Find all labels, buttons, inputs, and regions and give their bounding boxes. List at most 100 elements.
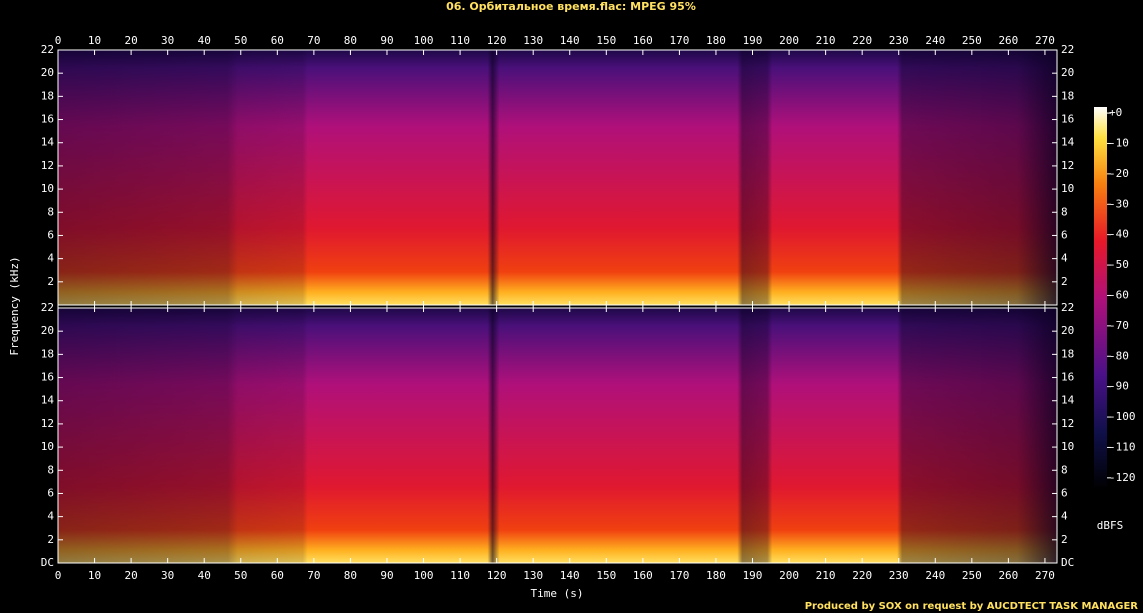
y-tick-label: DC: [41, 556, 54, 569]
y-tick-label: 8: [1061, 463, 1068, 476]
x-tick-label: 160: [633, 34, 653, 47]
y-tick-label: DC: [1061, 556, 1074, 569]
y-tick-label: 22: [1061, 43, 1074, 56]
y-tick-label: 14: [1061, 136, 1075, 149]
x-tick-label: 100: [414, 34, 434, 47]
footer: Produced by SOX on request by AUCDTECT T…: [805, 601, 1139, 612]
x-tick-label: 170: [669, 34, 689, 47]
y-tick-label: 18: [1061, 89, 1074, 102]
colorbar-tick-label: -120: [1109, 471, 1136, 484]
x-tick-label: 160: [633, 569, 653, 582]
x-tick-label: 130: [523, 569, 543, 582]
y-tick-label: 20: [1061, 66, 1074, 79]
x-tick-label: 230: [889, 569, 909, 582]
x-tick-label: 100: [414, 569, 434, 582]
x-tick-label: 250: [962, 34, 982, 47]
y-tick-label: 12: [41, 159, 54, 172]
x-tick-label: 270: [1035, 569, 1055, 582]
colorbar-label: dBFS: [1097, 519, 1124, 532]
y-tick-label: 12: [41, 417, 54, 430]
y-tick-label: 2: [47, 275, 54, 288]
colorbar-tick-label: -70: [1109, 319, 1129, 332]
y-tick-label: 22: [41, 43, 54, 56]
colorbar-tick-label: -50: [1109, 258, 1129, 271]
x-tick-label: 120: [487, 34, 507, 47]
x-tick-label: 220: [852, 34, 872, 47]
y-tick-label: 18: [41, 89, 54, 102]
y-tick-label: 16: [41, 113, 54, 126]
x-tick-label: 20: [124, 569, 137, 582]
y-tick-label: 20: [1061, 324, 1074, 337]
x-axis-label: Time (s): [531, 587, 584, 600]
x-tick-label: 50: [234, 34, 247, 47]
y-tick-label: 20: [41, 324, 54, 337]
colorbar-tick-label: -10: [1109, 136, 1129, 149]
x-tick-label: 140: [560, 34, 580, 47]
x-tick-label: 180: [706, 34, 726, 47]
y-tick-label: 6: [47, 486, 54, 499]
y-tick-label: 8: [1061, 205, 1068, 218]
y-axis-label: Frequency (kHz): [8, 256, 21, 355]
x-tick-label: 190: [743, 569, 763, 582]
x-tick-label: 210: [816, 34, 836, 47]
colorbar-tick-label: -90: [1109, 380, 1129, 393]
x-tick-label: 130: [523, 34, 543, 47]
y-tick-label: 18: [1061, 347, 1074, 360]
x-tick-label: 200: [779, 569, 799, 582]
x-tick-label: 190: [743, 34, 763, 47]
spectrogram-shade: [58, 50, 1057, 305]
y-tick-label: 6: [47, 228, 54, 241]
y-tick-label: 12: [1061, 159, 1074, 172]
x-tick-label: 90: [380, 34, 393, 47]
x-tick-label: 50: [234, 569, 247, 582]
x-tick-label: 120: [487, 569, 507, 582]
x-tick-label: 150: [596, 569, 616, 582]
y-tick-label: 16: [41, 371, 54, 384]
x-tick-label: 20: [124, 34, 137, 47]
x-tick-label: 170: [669, 569, 689, 582]
y-tick-label: 10: [41, 440, 54, 453]
y-tick-label: 2: [47, 533, 54, 546]
y-tick-label: 10: [41, 182, 54, 195]
y-tick-label: 6: [1061, 486, 1068, 499]
y-tick-label: 8: [47, 205, 54, 218]
y-tick-label: 4: [1061, 252, 1068, 265]
y-tick-label: 4: [47, 510, 54, 523]
colorbar-tick-label: -60: [1109, 288, 1129, 301]
x-tick-label: 260: [998, 569, 1018, 582]
spectrogram-shade: [58, 308, 1057, 563]
y-tick-label: 2: [1061, 533, 1068, 546]
y-tick-label: 4: [1061, 510, 1068, 523]
x-tick-label: 110: [450, 34, 470, 47]
colorbar-tick-label: -40: [1109, 228, 1129, 241]
x-tick-label: 230: [889, 34, 909, 47]
y-tick-label: 12: [1061, 417, 1074, 430]
colorbar-tick-label: -80: [1109, 349, 1129, 362]
x-tick-label: 10: [88, 34, 101, 47]
x-tick-label: 40: [198, 34, 211, 47]
x-tick-label: 0: [55, 569, 62, 582]
x-tick-label: 110: [450, 569, 470, 582]
x-tick-label: 180: [706, 569, 726, 582]
x-tick-label: 40: [198, 569, 211, 582]
chart-title: 06. Орбитальное время.flac: MPEG 95%: [446, 0, 696, 13]
x-tick-label: 220: [852, 569, 872, 582]
y-tick-label: 14: [41, 394, 55, 407]
y-tick-label: 20: [41, 66, 54, 79]
x-tick-label: 30: [161, 34, 174, 47]
colorbar-tick-label: +0: [1109, 106, 1122, 119]
x-tick-label: 60: [271, 34, 284, 47]
x-tick-label: 250: [962, 569, 982, 582]
x-tick-label: 60: [271, 569, 284, 582]
x-tick-label: 30: [161, 569, 174, 582]
colorbar-tick-label: -30: [1109, 197, 1129, 210]
x-tick-label: 240: [925, 569, 945, 582]
y-tick-label: 10: [1061, 440, 1074, 453]
panel-frame: [57, 307, 1058, 564]
y-tick-label: 22: [1061, 301, 1074, 314]
panel-frame: [57, 49, 1058, 306]
x-tick-label: 0: [55, 34, 62, 47]
y-tick-label: 4: [47, 252, 54, 265]
colorbar: [1094, 107, 1107, 490]
